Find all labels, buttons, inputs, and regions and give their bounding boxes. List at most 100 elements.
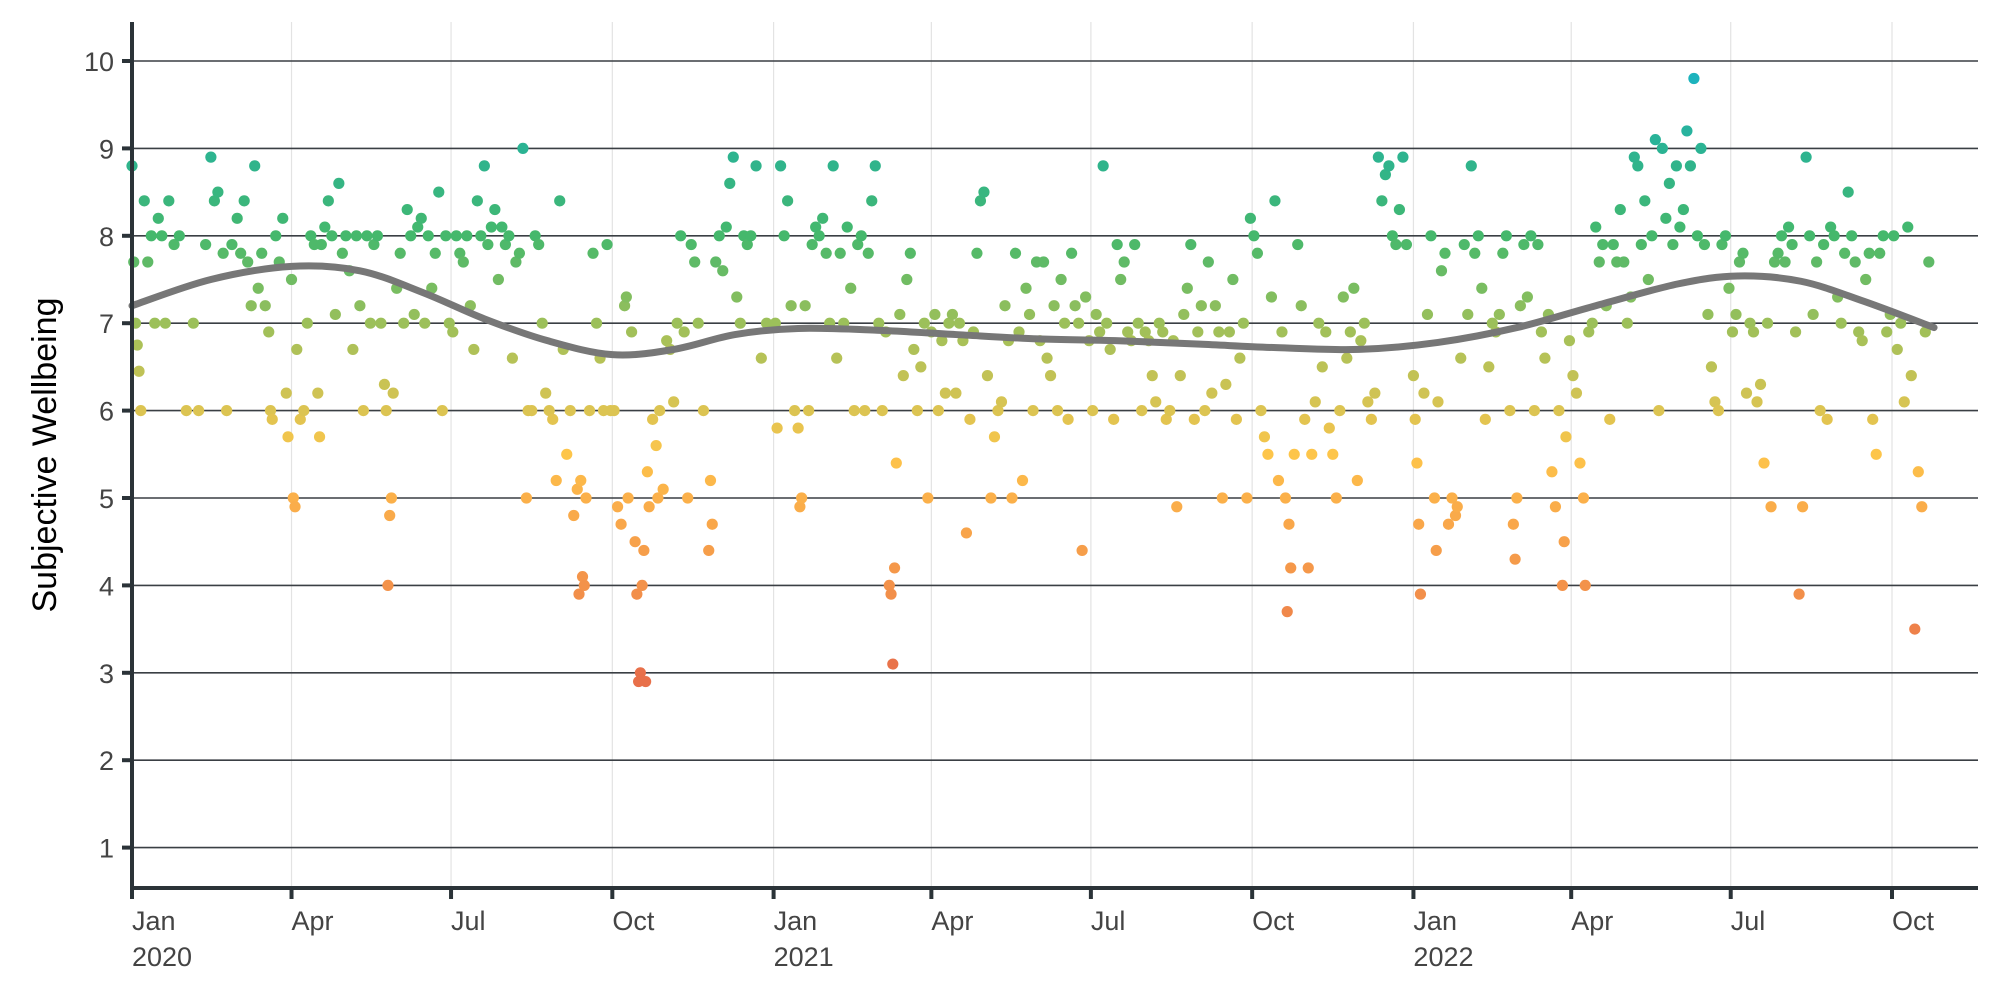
- data-point: [1504, 405, 1516, 417]
- data-point: [831, 352, 843, 364]
- x-tick-label: Jul: [1091, 906, 1126, 936]
- data-point: [1358, 317, 1370, 329]
- data-point: [540, 387, 552, 399]
- data-point: [364, 317, 377, 329]
- data-point: [692, 317, 704, 329]
- data-point: [282, 431, 294, 443]
- data-point: [1097, 160, 1109, 172]
- data-point: [1483, 361, 1495, 373]
- data-point: [422, 230, 434, 242]
- data-point: [1881, 326, 1893, 338]
- data-point: [1740, 387, 1753, 399]
- data-point: [1577, 492, 1590, 504]
- data-point: [1874, 247, 1886, 259]
- data-point: [995, 396, 1008, 408]
- data-point: [193, 405, 205, 417]
- data-point: [803, 405, 815, 417]
- data-point: [943, 317, 955, 329]
- data-point: [810, 221, 822, 233]
- data-point: [1292, 238, 1304, 251]
- data-point: [536, 317, 548, 329]
- data-point: [471, 195, 483, 207]
- y-tick-label: 7: [99, 309, 114, 339]
- data-point: [1455, 352, 1467, 364]
- data-point: [1351, 474, 1363, 487]
- data-point: [478, 160, 490, 172]
- data-point: [1772, 247, 1784, 259]
- data-point: [1397, 151, 1409, 163]
- data-point: [1258, 431, 1271, 443]
- data-point: [347, 343, 359, 356]
- data-point: [1532, 238, 1544, 251]
- data-point: [720, 221, 732, 233]
- data-point: [1037, 256, 1050, 268]
- data-point: [1234, 352, 1246, 364]
- data-point: [1213, 326, 1225, 338]
- data-point: [727, 151, 739, 163]
- data-point: [419, 317, 431, 329]
- data-point: [1269, 195, 1281, 207]
- data-point: [301, 317, 313, 329]
- data-point: [771, 422, 783, 434]
- data-point: [1446, 492, 1458, 504]
- data-point: [575, 474, 587, 487]
- data-point: [1486, 317, 1498, 329]
- data-point: [529, 230, 541, 242]
- data-point: [1288, 448, 1300, 460]
- data-point: [580, 492, 592, 504]
- data-point: [1902, 221, 1914, 233]
- data-point: [1262, 448, 1274, 460]
- data-point: [1306, 448, 1318, 460]
- data-point: [1667, 238, 1679, 251]
- x-tick-label: Oct: [1892, 906, 1935, 936]
- data-point: [1863, 247, 1875, 259]
- data-point: [312, 387, 324, 399]
- data-point: [1411, 457, 1423, 469]
- data-point: [564, 405, 576, 417]
- data-point: [1465, 160, 1477, 172]
- data-point: [1048, 300, 1060, 312]
- data-point: [988, 431, 1001, 443]
- data-point: [322, 195, 334, 207]
- data-point: [1570, 387, 1583, 399]
- data-point: [1511, 492, 1523, 504]
- data-point: [1804, 230, 1816, 242]
- data-point: [1355, 335, 1367, 347]
- data-point: [205, 151, 217, 163]
- data-point: [433, 186, 445, 198]
- data-point: [1507, 518, 1519, 530]
- data-point: [298, 405, 310, 417]
- data-point: [820, 247, 832, 259]
- x-tick-label: Oct: [1252, 906, 1295, 936]
- data-point: [496, 221, 508, 233]
- data-point: [710, 256, 722, 268]
- data-point: [638, 544, 650, 557]
- data-point: [1846, 230, 1858, 242]
- data-point: [1362, 396, 1374, 408]
- data-point: [1712, 405, 1725, 417]
- data-point: [1393, 203, 1406, 216]
- data-point: [1653, 405, 1665, 417]
- data-point: [1337, 291, 1349, 303]
- data-point: [782, 195, 794, 207]
- data-point: [1493, 308, 1505, 321]
- data-point: [163, 195, 175, 207]
- data-point: [1891, 343, 1903, 356]
- data-point: [138, 195, 150, 207]
- data-point: [217, 247, 229, 259]
- data-point: [1509, 553, 1521, 565]
- data-point: [426, 282, 438, 294]
- data-point: [1632, 160, 1644, 172]
- data-point: [380, 405, 392, 417]
- data-point: [256, 247, 268, 259]
- data-point: [1372, 151, 1384, 163]
- data-point: [1853, 326, 1865, 338]
- data-point: [1905, 370, 1917, 382]
- data-point: [1695, 142, 1707, 154]
- data-point: [1334, 405, 1346, 417]
- data-point: [1185, 238, 1197, 251]
- data-point: [964, 413, 976, 425]
- data-point: [249, 160, 261, 172]
- data-point: [1528, 405, 1540, 417]
- data-point: [813, 230, 825, 242]
